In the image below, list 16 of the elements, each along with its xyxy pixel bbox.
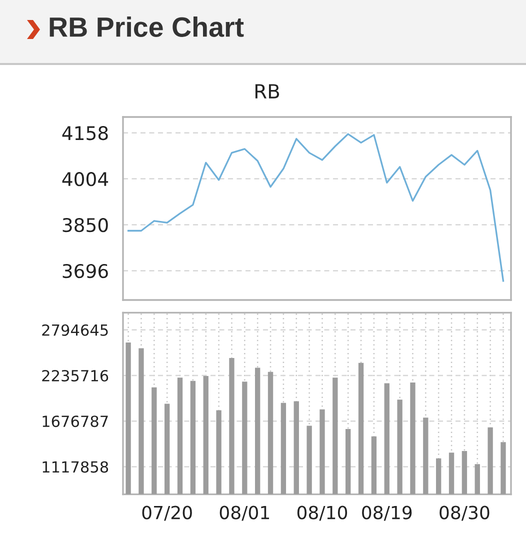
y-tick-label: 4004 bbox=[62, 172, 108, 186]
x-tick-label: 07/20 bbox=[142, 506, 192, 521]
y-tick-label: 3850 bbox=[62, 218, 108, 232]
y-tick-label: 3696 bbox=[62, 264, 108, 278]
x-tick-label: 08/30 bbox=[440, 506, 490, 521]
y-tick-label: 4158 bbox=[62, 126, 108, 140]
x-tick-label: 08/01 bbox=[220, 506, 270, 521]
y-tick-label: 2794645 bbox=[42, 324, 108, 336]
y-tick-label: 1676787 bbox=[42, 416, 108, 428]
chart-title: RB Price Chart bbox=[50, 16, 244, 37]
x-tick-label: 08/19 bbox=[362, 506, 412, 521]
y-tick-label: 2235716 bbox=[42, 370, 108, 382]
y-tick-label: 1117858 bbox=[42, 461, 108, 473]
chart-subtitle: RB bbox=[255, 84, 280, 98]
line-series bbox=[127, 133, 504, 282]
x-tick-label: 08/10 bbox=[297, 506, 348, 521]
